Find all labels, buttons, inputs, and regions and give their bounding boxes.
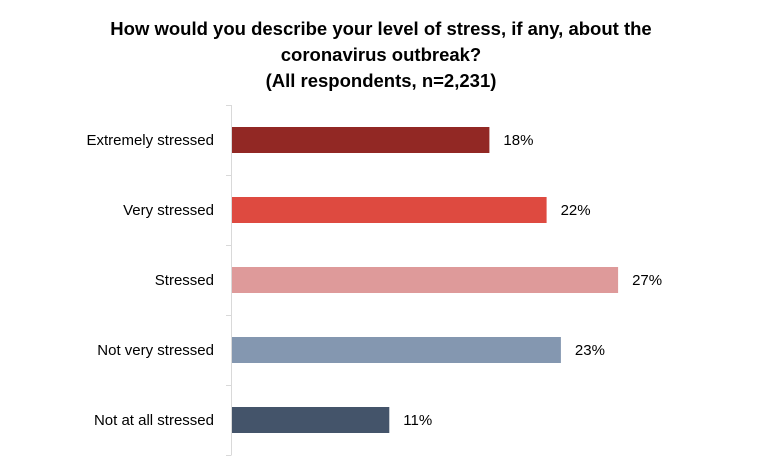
value-label: 11% (403, 412, 432, 429)
category-label: Not at all stressed (94, 412, 214, 429)
chart-title-line-1: How would you describe your level of str… (110, 18, 652, 39)
chart-title-line-2: coronavirus outbreak? (280, 44, 482, 65)
category-label: Extremely stressed (86, 132, 214, 149)
category-label: Stressed (155, 272, 214, 289)
labels-layer: Extremely stressed 18% Very stressed 22% Str… (86, 132, 662, 429)
bar-not-at-all-stressed (232, 407, 390, 433)
chart-title-line-3: (All respondents, n=2,231) (265, 70, 497, 91)
bar-not-very-stressed (232, 337, 561, 363)
category-label: Not very stressed (97, 342, 214, 359)
value-label: 27% (632, 272, 662, 289)
value-label: 23% (575, 342, 605, 359)
bar-extremely-stressed (232, 127, 490, 153)
value-label: 18% (503, 132, 533, 149)
value-label: 22% (561, 202, 591, 219)
chart-title: How would you describe your level of str… (0, 16, 762, 94)
category-label: Very stressed (123, 202, 214, 219)
axis-layer (226, 105, 232, 456)
bar-stressed (232, 267, 619, 293)
bar-very-stressed (232, 197, 547, 223)
bars-layer (232, 127, 619, 433)
